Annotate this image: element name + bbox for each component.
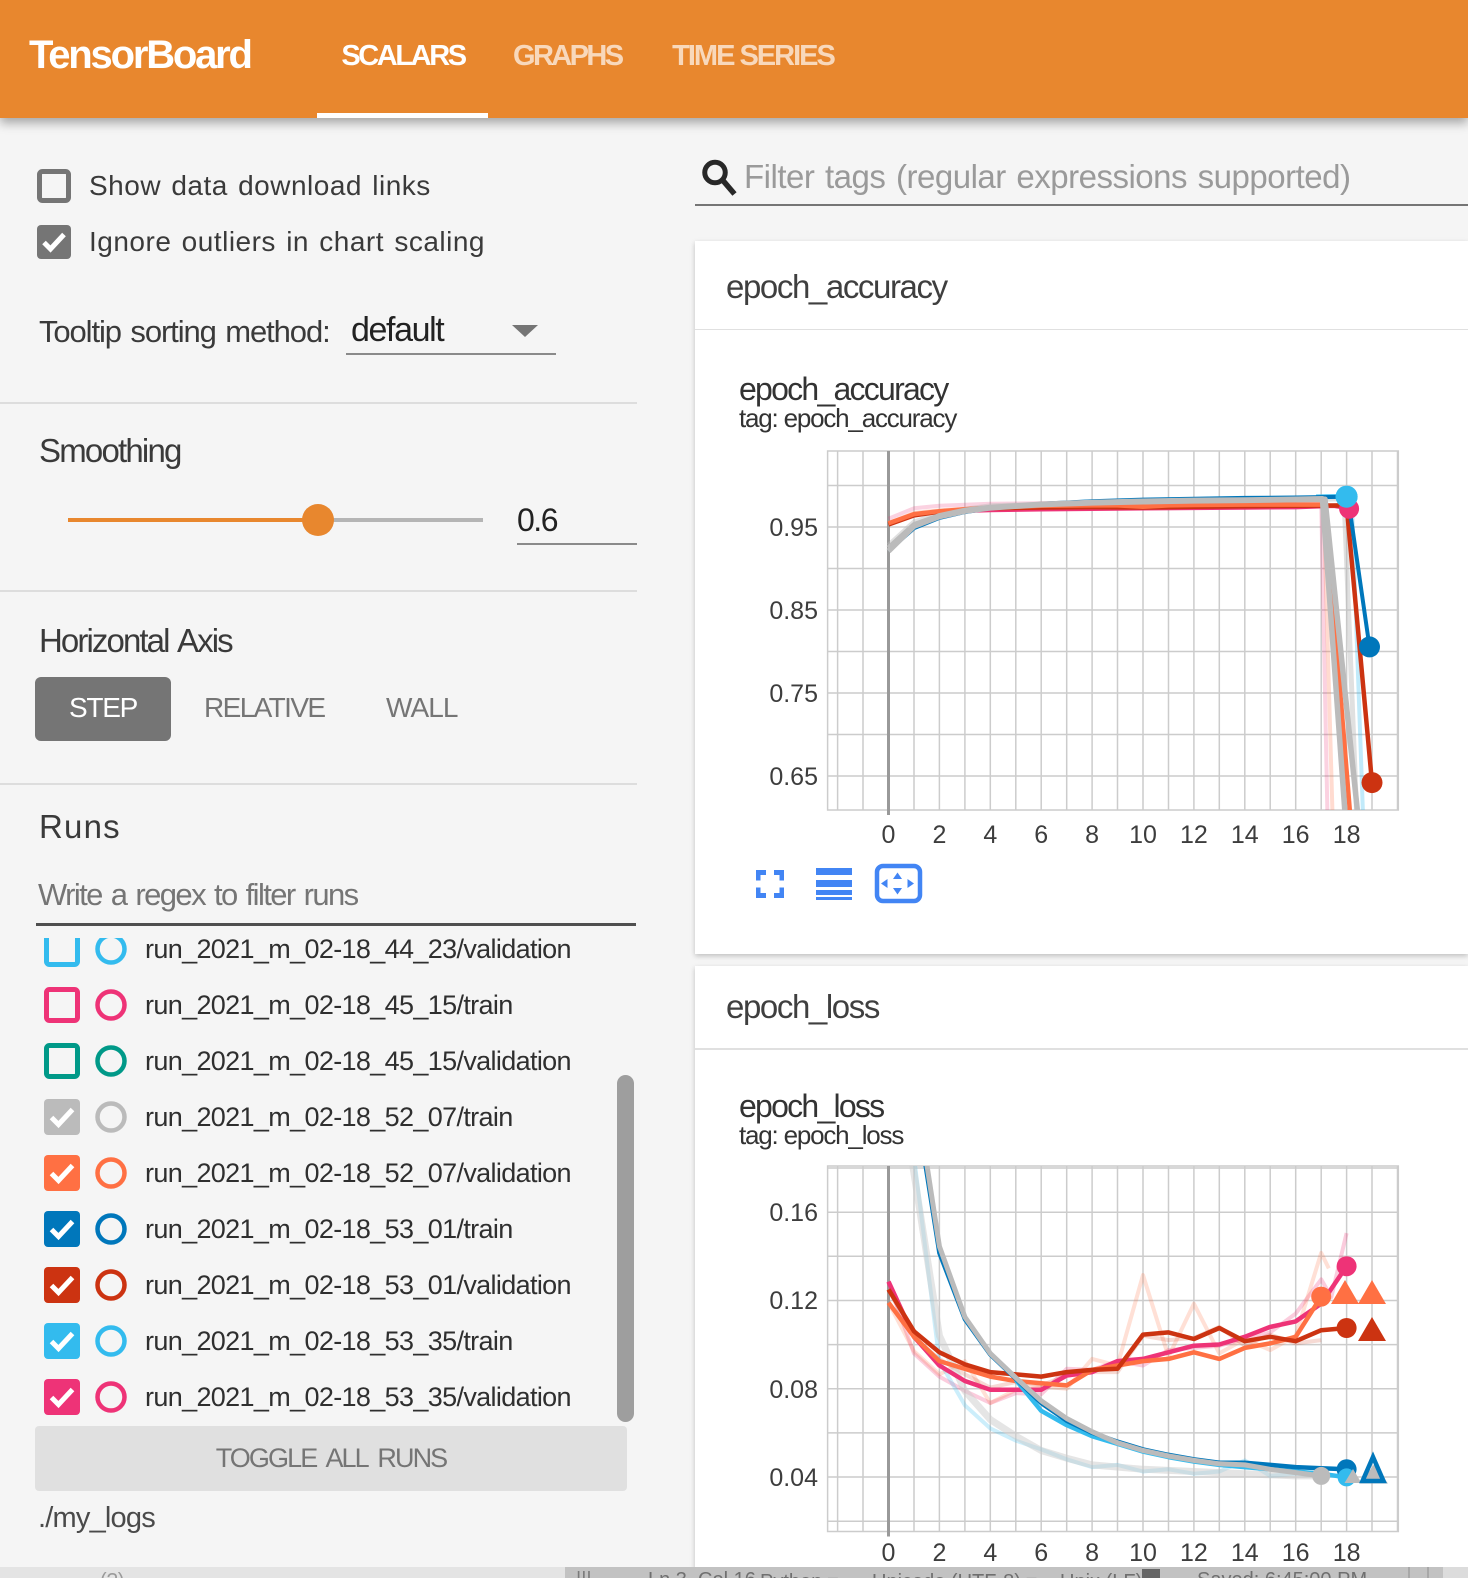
svg-text:12: 12 — [1180, 1539, 1208, 1567]
svg-text:0: 0 — [882, 1539, 896, 1567]
svg-text:16: 16 — [1282, 1539, 1310, 1567]
svg-text:18: 18 — [1333, 821, 1361, 849]
svg-text:0.95: 0.95 — [769, 514, 818, 542]
svg-text:0.04: 0.04 — [769, 1464, 818, 1492]
svg-text:2: 2 — [932, 821, 946, 849]
svg-text:6: 6 — [1034, 821, 1048, 849]
svg-text:8: 8 — [1085, 1539, 1099, 1567]
svg-text:4: 4 — [983, 1539, 997, 1567]
svg-text:0.12: 0.12 — [769, 1287, 818, 1315]
svg-text:16: 16 — [1282, 821, 1310, 849]
svg-text:2: 2 — [932, 1539, 946, 1567]
svg-text:10: 10 — [1129, 821, 1157, 849]
svg-text:0.16: 0.16 — [769, 1199, 818, 1227]
svg-text:8: 8 — [1085, 821, 1099, 849]
svg-text:12: 12 — [1180, 821, 1208, 849]
svg-text:0.08: 0.08 — [769, 1376, 818, 1404]
svg-text:10: 10 — [1129, 1539, 1157, 1567]
svg-text:6: 6 — [1034, 1539, 1048, 1567]
svg-text:14: 14 — [1231, 821, 1259, 849]
svg-text:18: 18 — [1333, 1539, 1361, 1567]
svg-text:14: 14 — [1231, 1539, 1259, 1567]
svg-text:0: 0 — [882, 821, 896, 849]
svg-text:4: 4 — [983, 821, 997, 849]
svg-text:0.65: 0.65 — [769, 763, 818, 791]
svg-text:0.85: 0.85 — [769, 597, 818, 625]
svg-text:0.75: 0.75 — [769, 680, 818, 708]
